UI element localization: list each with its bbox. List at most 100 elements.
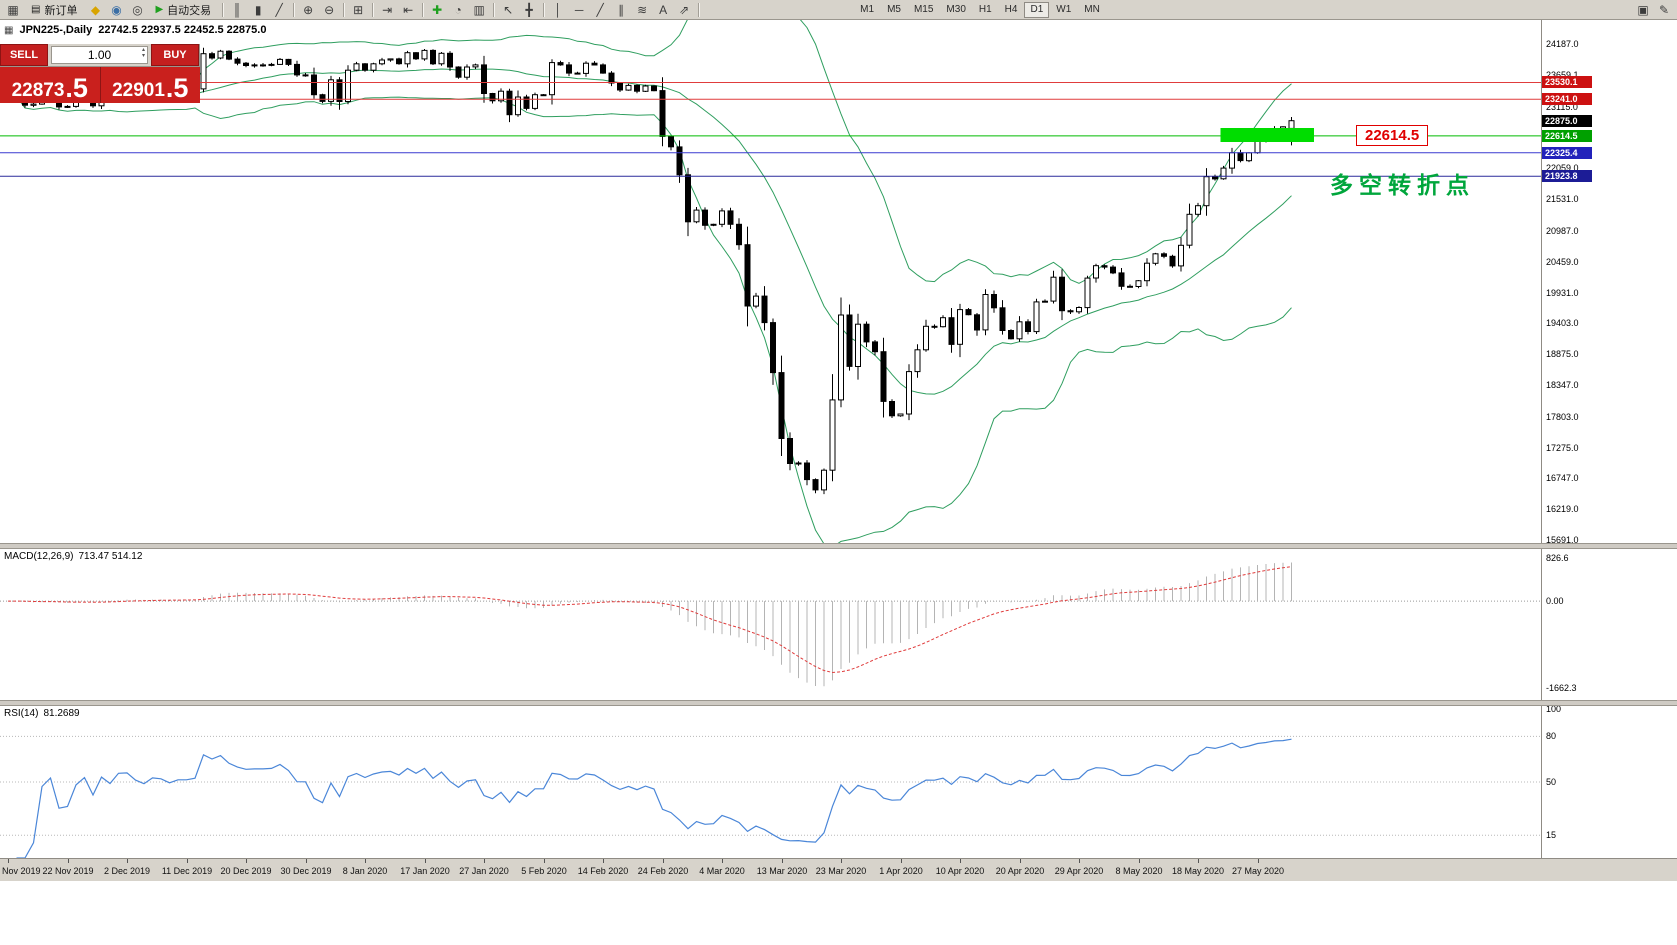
y-axis-label: 21531.0 [1546,194,1579,204]
rsi-axis-label: 50 [1546,777,1557,787]
zoom-in-icon[interactable]: ⊕ [298,1,318,18]
timeframe-h1[interactable]: H1 [973,2,998,18]
time-axis-tick [544,859,545,863]
cursor-icon[interactable]: ↖ [498,1,518,18]
axis-separator-line [1541,20,1542,858]
chart-shift-icon[interactable]: ⇤ [398,1,418,18]
timeframe-d1[interactable]: D1 [1024,1,1050,18]
templates-icon[interactable]: ▥ [469,1,489,18]
bar-chart-icon[interactable]: ║ [227,1,247,18]
y-axis-label: 18875.0 [1546,349,1579,359]
chart-window-icon[interactable]: ▣ [1633,1,1653,18]
zoom-out-icon[interactable]: ⊖ [319,1,339,18]
annotation-text[interactable]: 多空转折点 [1330,172,1475,198]
periods-icon[interactable]: ◔ [448,1,468,18]
macd-indicator-label[interactable]: MACD(12,26,9) 713.47 514.12 [4,551,142,562]
date-label: 13 Mar 2020 [756,866,808,876]
rsi-axis-label: 80 [1546,731,1557,741]
date-label: 20 Dec 2019 [220,866,272,876]
auto-scroll-icon[interactable]: ⇥ [377,1,397,18]
timeframe-w1[interactable]: W1 [1050,2,1077,18]
toolbar-gap [703,9,853,10]
date-label: 22 Nov 2019 [42,866,94,876]
date-label: 11 Dec 2019 [161,866,213,876]
time-axis-tick [484,859,485,863]
arrow-tool-icon[interactable]: ⇗ [674,1,694,18]
y-axis-label: 16219.0 [1546,504,1579,514]
profile-icon[interactable]: ◉ [106,1,126,18]
toolbar-separator [543,2,545,17]
panel-separator[interactable] [0,700,1677,706]
macd-axis-label: 0.00 [1546,596,1564,606]
new-chart-icon[interactable]: ▦ [3,1,23,18]
autotrading-button[interactable]: ▶ 自动交易 [148,1,218,18]
alerts-icon[interactable]: ◎ [127,1,147,18]
current-price-badge: 22875.0 [1542,115,1592,127]
line-chart-icon[interactable]: ╱ [269,1,289,18]
rsi-panel-chart[interactable] [0,706,1541,858]
metaeditor-icon[interactable]: ◆ [85,1,105,18]
time-axis-tick [1020,859,1021,863]
text-label-icon[interactable]: A [653,1,673,18]
date-label: 4 Mar 2020 [699,866,745,876]
toolbar-separator [222,2,224,17]
toolbar-separator [698,2,700,17]
time-axis-tick [365,859,366,863]
time-axis-tick [68,859,69,863]
edit-icon[interactable]: ✎ [1654,1,1674,18]
one-click-trading-panel: SELL 1.00 ▴ ▾ BUY 22873 .5 22901 .5 [0,44,200,103]
sell-button[interactable]: SELL [0,44,48,66]
toolbar-separator [293,2,295,17]
candlestick-chart-icon[interactable]: ▮ [248,1,268,18]
timeframe-h4[interactable]: H4 [999,2,1024,18]
spinner-up-icon[interactable]: ▴ [141,47,145,53]
highlight-rectangle[interactable] [1220,128,1315,142]
panel-separator[interactable] [0,543,1677,549]
buy-button[interactable]: BUY [151,44,199,66]
time-axis-tick [127,859,128,863]
vertical-line-icon[interactable]: │ [548,1,568,18]
trendline-icon[interactable]: ╱ [590,1,610,18]
date-label: 17 Jan 2020 [400,866,450,876]
rsi-axis-label: 15 [1546,830,1557,840]
macd-panel-chart[interactable] [0,549,1541,700]
timeframe-m5[interactable]: M5 [881,2,907,18]
price-level-badge: 23530.1 [1542,76,1592,88]
new-order-button[interactable]: ▤ 新订单 [24,1,84,18]
volume-input[interactable]: 1.00 ▴ ▾ [51,46,148,64]
fibonacci-icon[interactable]: ≋ [632,1,652,18]
timeframe-m15[interactable]: M15 [908,2,939,18]
y-axis-label: 23659.1 [1546,70,1579,80]
equidistant-channel-icon[interactable]: ∥ [611,1,631,18]
time-axis-tick [1198,859,1199,863]
date-label: Nov 2019 [2,866,41,876]
y-axis-label: 18347.0 [1546,380,1579,390]
price-callout-label[interactable]: 22614.5 [1356,125,1429,146]
spinner-down-icon[interactable]: ▾ [141,53,145,59]
rsi-line [16,738,1292,858]
timeframe-m30[interactable]: M30 [940,2,971,18]
buy-price-button[interactable]: 22901 .5 [100,67,200,103]
buy-price-frac: .5 [165,73,189,103]
price-chart[interactable] [0,20,1541,543]
rsi-indicator-label[interactable]: RSI(14) 81.2689 [4,708,80,719]
timeframe-mn[interactable]: MN [1078,2,1106,18]
tile-windows-icon[interactable]: ⊞ [348,1,368,18]
crosshair-icon[interactable]: ╋ [519,1,539,18]
trade-panel-prices: 22873 .5 22901 .5 [0,67,200,103]
time-axis-tick [306,859,307,863]
time-axis-tick [782,859,783,863]
sell-price-button[interactable]: 22873 .5 [0,67,100,103]
date-label: 2 Dec 2019 [103,866,151,876]
timeframe-m1[interactable]: M1 [854,2,880,18]
indicators-icon[interactable]: ✚ [427,1,447,18]
date-label: 14 Feb 2020 [577,866,629,876]
date-label: 27 May 2020 [1231,866,1285,876]
macd-values: 713.47 514.12 [78,551,143,562]
volume-spinner[interactable]: ▴ ▾ [142,47,145,59]
horizontal-line-icon[interactable]: ─ [569,1,589,18]
date-label: 29 Apr 2020 [1054,866,1104,876]
date-label: 8 Jan 2020 [342,866,388,876]
date-label: 27 Jan 2020 [459,866,509,876]
y-axis-label: 19403.0 [1546,318,1579,328]
